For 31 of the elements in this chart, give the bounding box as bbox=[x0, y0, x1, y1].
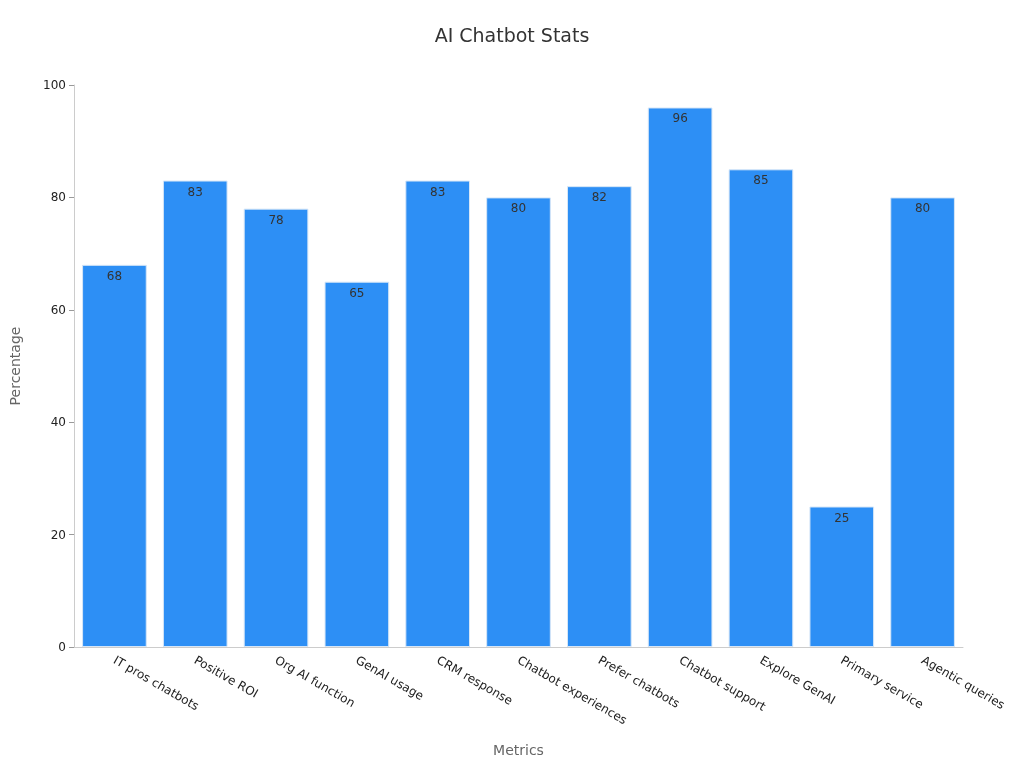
data-label: 65 bbox=[349, 285, 365, 300]
data-label: 83 bbox=[430, 184, 446, 199]
bar bbox=[728, 169, 794, 647]
data-label: 96 bbox=[672, 111, 688, 126]
y-tick-label: 0 bbox=[58, 640, 66, 654]
data-label: 80 bbox=[914, 201, 931, 216]
y-axis-title: Percentage bbox=[7, 326, 23, 406]
data-label: 78 bbox=[268, 212, 284, 227]
bar bbox=[809, 506, 875, 647]
chart-title: AI Chatbot Stats bbox=[434, 23, 590, 46]
bar bbox=[566, 186, 632, 647]
y-tick-label: 40 bbox=[50, 415, 66, 430]
bar bbox=[162, 180, 228, 647]
bar bbox=[243, 208, 309, 647]
bar bbox=[486, 197, 551, 647]
bar bbox=[890, 197, 955, 647]
y-tick-label: 80 bbox=[50, 190, 66, 205]
data-label: 85 bbox=[753, 173, 769, 188]
data-label: 68 bbox=[106, 268, 123, 283]
bar bbox=[405, 180, 471, 647]
data-label: 82 bbox=[591, 190, 607, 205]
x-axis-title: Metrics bbox=[493, 742, 544, 758]
data-label: 80 bbox=[510, 201, 527, 216]
data-label: 25 bbox=[834, 510, 850, 525]
bar bbox=[647, 107, 713, 647]
y-tick-label: 100 bbox=[43, 78, 66, 92]
y-tick-label: 20 bbox=[50, 527, 66, 542]
bar bbox=[324, 281, 390, 647]
y-tick-label: 60 bbox=[50, 302, 66, 317]
bar bbox=[82, 264, 147, 647]
data-label: 83 bbox=[187, 184, 203, 199]
